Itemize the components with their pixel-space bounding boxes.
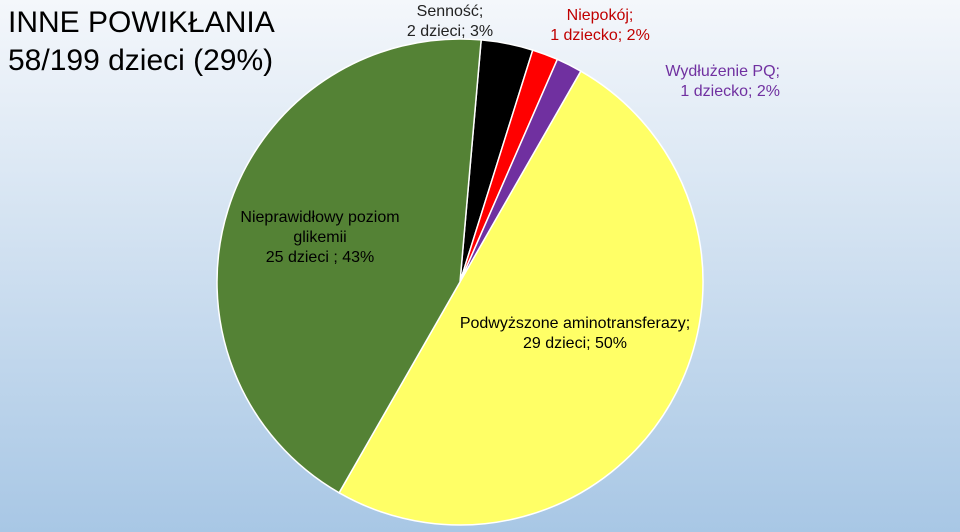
data-label: Senność; 2 dzieci; 3% [380,2,520,42]
value-label: 1 dziecko; 2% [550,27,650,44]
value-label: 29 dzieci; 50% [522,335,628,352]
pie-slice [338,70,704,526]
value-label: 1 dziecko; 2% [680,83,780,100]
data-label: Podwyższone aminotransferazy; 29 dzieci; … [420,314,730,354]
category-label: Nieprawidłowy poziom glikemii [240,209,400,246]
chart-title: INNE POWIKŁANIA [8,6,275,39]
chart-subtitle: 58/199 dzieci (29%) [8,44,274,77]
category-label: Wydłużenie PQ; [665,63,780,80]
value-label: 2 dzieci; 3% [406,23,494,40]
data-label: Nieprawidłowy poziom glikemii 25 dzieci ;… [235,208,405,268]
category-label: Senność; [416,3,484,20]
data-label: Niepokój; 1 dziecko; 2% [520,6,680,46]
category-label: Niepokój; [566,7,634,24]
pie-slice [216,38,482,494]
category-label: Podwyższone aminotransferazy; [459,315,691,332]
value-label: 25 dzieci ; 43% [265,249,375,266]
data-label: Wydłużenie PQ; 1 dziecko; 2% [620,62,780,102]
